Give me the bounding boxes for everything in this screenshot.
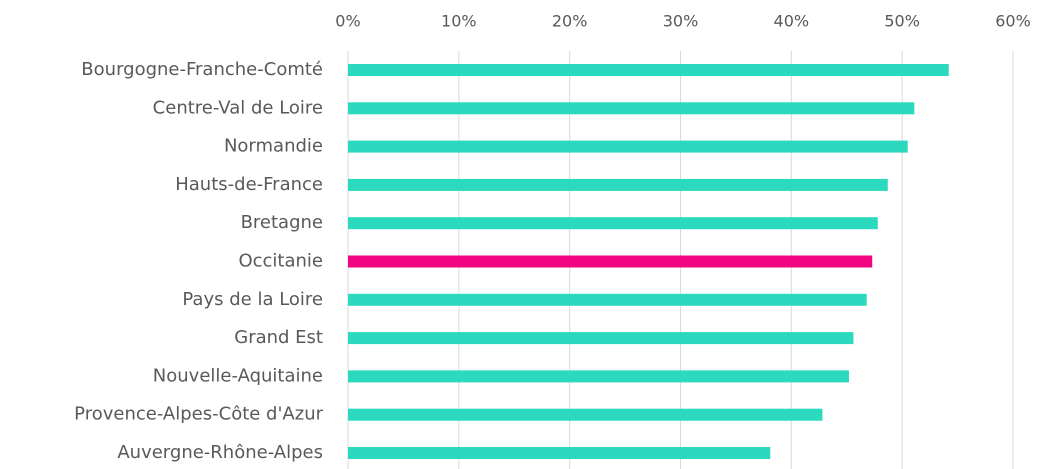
y-tick-label: Bourgogne-Franche-Comté	[81, 59, 323, 80]
y-tick-label: Normandie	[224, 136, 323, 157]
x-tick-label: 10%	[441, 12, 477, 31]
y-tick-label: Nouvelle-Aquitaine	[153, 365, 323, 386]
x-tick-label: 50%	[884, 12, 920, 31]
bar	[348, 217, 878, 230]
x-tick-label: 40%	[774, 12, 810, 31]
bar	[348, 408, 823, 421]
bar	[348, 370, 849, 383]
x-tick-label: 60%	[995, 12, 1031, 31]
y-tick-label: Pays de la Loire	[182, 289, 323, 310]
y-tick-label: Centre-Val de Loire	[153, 97, 323, 118]
bar	[348, 332, 854, 345]
bar	[348, 64, 949, 76]
bar	[348, 293, 867, 306]
bar	[348, 447, 771, 459]
x-tick-label: 30%	[663, 12, 699, 31]
y-tick-label: Occitanie	[238, 251, 323, 272]
bar	[348, 178, 888, 191]
bar	[348, 255, 873, 268]
y-tick-label: Grand Est	[234, 327, 323, 348]
bar	[348, 102, 915, 115]
x-tick-label: 0%	[335, 12, 360, 31]
y-tick-label: Auvergne-Rhône-Alpes	[117, 442, 323, 463]
x-tick-label: 20%	[552, 12, 588, 31]
y-tick-label: Provence-Alpes-Côte d'Azur	[74, 404, 323, 425]
bar	[348, 140, 908, 153]
y-tick-label: Bretagne	[241, 212, 323, 233]
y-tick-label: Hauts-de-France	[175, 174, 323, 195]
